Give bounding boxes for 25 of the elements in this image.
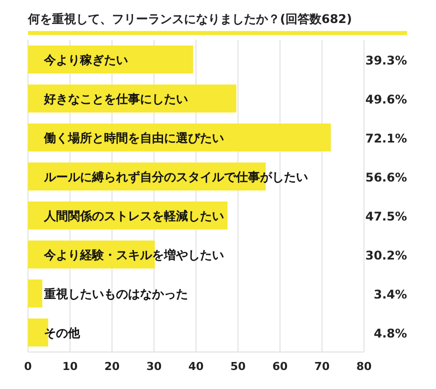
y-tick-label: 重視したいものはなかった xyxy=(43,287,188,301)
data-label: 47.5% xyxy=(365,210,407,224)
data-label: 49.6% xyxy=(365,92,407,106)
bar xyxy=(28,280,42,308)
x-tick-label: 40 xyxy=(188,360,204,373)
x-tick-label: 50 xyxy=(230,360,246,373)
chart-title: 何を重視して、フリーランスになりましたか？(回答数682) xyxy=(27,12,352,26)
y-tick-label: 好きなことを仕事にしたい xyxy=(43,92,188,106)
data-label: 72.1% xyxy=(365,132,407,146)
data-label: 56.6% xyxy=(365,170,407,184)
data-label: 39.3% xyxy=(365,54,407,68)
y-tick-label: 人間関係のストレスを軽減したい xyxy=(43,209,224,223)
x-tick-label: 30 xyxy=(146,360,162,373)
x-tick-label: 0 xyxy=(24,360,32,373)
data-label: 30.2% xyxy=(365,248,407,262)
data-label: 3.4% xyxy=(374,288,407,302)
x-tick-label: 20 xyxy=(104,360,120,373)
x-tick-label: 80 xyxy=(356,360,372,373)
data-label: 4.8% xyxy=(374,326,407,340)
y-tick-label: 働く場所と時間を自由に選びたい xyxy=(43,131,224,145)
x-tick-label: 70 xyxy=(314,360,330,373)
y-tick-label: 今より稼ぎたい xyxy=(43,53,128,67)
x-tick-label: 60 xyxy=(272,360,288,373)
x-tick-label: 10 xyxy=(62,360,78,373)
bar xyxy=(28,46,194,74)
